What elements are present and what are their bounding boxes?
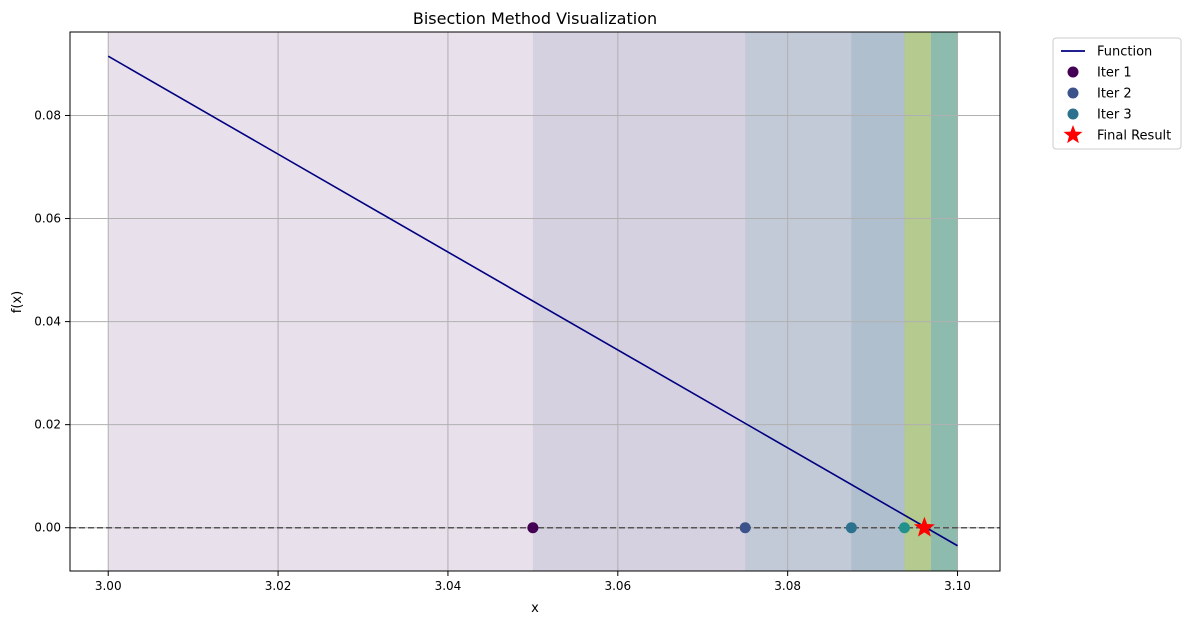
legend-box xyxy=(1052,37,1182,150)
iteration-point-1 xyxy=(527,522,539,534)
legend-star-marker xyxy=(1063,125,1083,144)
y-tick-label-1: 0.00 xyxy=(34,521,61,535)
x-tick-label-4: 3.06 xyxy=(604,579,631,593)
function-line xyxy=(107,55,958,547)
legend-dot-marker-1 xyxy=(1067,66,1079,78)
chart-title: Bisection Method Visualization xyxy=(413,9,657,28)
x-tick-label-1: 3.00 xyxy=(95,579,122,593)
legend-label-2: Iter 1 xyxy=(1097,66,1132,81)
y-axis-label: f(x) xyxy=(10,291,25,313)
y-tick-label-3: 0.04 xyxy=(34,315,61,329)
y-tick-label-2: 0.02 xyxy=(34,418,61,432)
legend-label-1: Function xyxy=(1097,45,1152,60)
interval-band-3 xyxy=(745,32,958,571)
x-tick-label-6: 3.10 xyxy=(944,579,971,593)
legend-label-3: Iter 2 xyxy=(1097,87,1132,102)
legend-dot-marker-2 xyxy=(1067,87,1079,99)
interval-band-7 xyxy=(930,32,958,571)
y-tick-label-4: 0.06 xyxy=(34,212,61,226)
iteration-point-4 xyxy=(898,522,910,534)
x-axis-label: x xyxy=(531,601,539,616)
plot-area: 3.00 3.02 3.04 3.06 3.08 3.10 0.00 0.02 0.04 0.06… xyxy=(34,31,1001,593)
iteration-point-3 xyxy=(845,522,857,534)
final-result-star xyxy=(913,516,935,537)
interval-band-5 xyxy=(904,32,958,571)
interval-band-4 xyxy=(851,32,958,571)
iteration-point-2 xyxy=(739,522,751,534)
legend-label-5: Final Result xyxy=(1097,129,1171,144)
interval-band-2 xyxy=(532,32,958,571)
legend-label-4: Iter 3 xyxy=(1097,108,1132,123)
x-tick-label-5: 3.08 xyxy=(774,579,801,593)
interval-band-6 xyxy=(904,32,931,571)
x-tick-label-2: 3.02 xyxy=(265,579,292,593)
x-tick-label-3: 3.04 xyxy=(435,579,462,593)
y-tick-label-5: 0.08 xyxy=(34,108,61,122)
plot-frame xyxy=(69,31,1001,572)
legend: Function Iter 1 Iter 2 Iter 3 Final Result xyxy=(1052,37,1182,150)
legend-dot-marker-3 xyxy=(1067,108,1079,120)
